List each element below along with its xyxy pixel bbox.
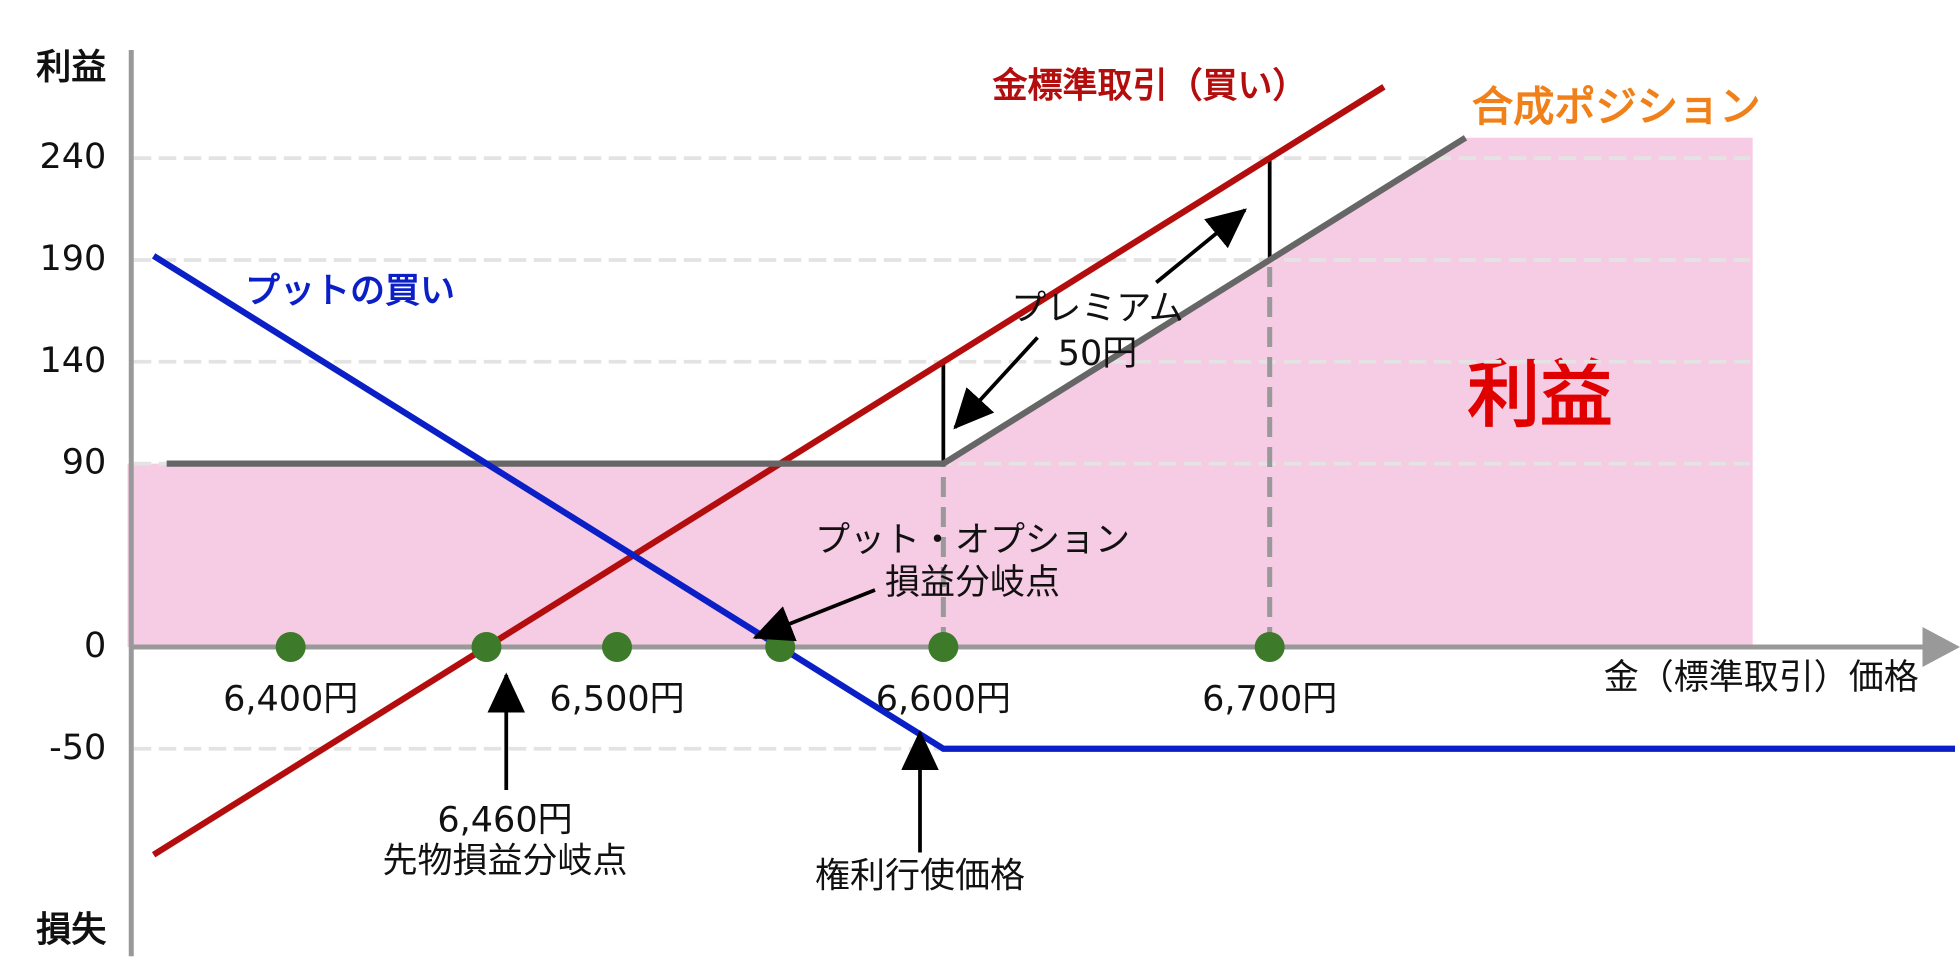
breakpoint-dot	[765, 631, 796, 662]
series-label: 金標準取引（買い）	[991, 66, 1307, 107]
arrow	[953, 336, 1039, 430]
arrow	[752, 588, 876, 642]
x-tick-label: 6,400円	[223, 680, 358, 720]
annotation: プレミアム	[1011, 289, 1184, 329]
breakpoint-dot	[471, 631, 502, 662]
annotation: 損益分岐点	[885, 563, 1060, 603]
y-label-bottom: 損失	[36, 910, 107, 950]
y-tick-label: 140	[39, 341, 106, 381]
y-tick-label: 90	[62, 443, 107, 483]
y-tick-label: 0	[84, 626, 106, 666]
annotations: プレミアム 50円 プット・オプション 損益分岐点 6,460円 先物損益分岐点…	[36, 48, 1919, 951]
breakpoint-dot	[602, 631, 633, 662]
annotation: 6,460円	[437, 800, 572, 840]
annotation: 先物損益分岐点	[382, 842, 627, 882]
y-label-top: 利益	[36, 48, 106, 88]
y-tick-label: 190	[39, 239, 106, 279]
x-axis-label: 金（標準取引）価格	[1604, 658, 1919, 698]
annotation: 権利行使価格	[815, 857, 1025, 897]
annotation: プット・オプション	[815, 520, 1130, 560]
series-label: プットの買い	[245, 272, 455, 312]
x-axis-arrow	[1922, 626, 1960, 667]
series-line	[166, 135, 1468, 467]
x-tick-label: 6,600円	[876, 680, 1011, 720]
foreground-layer: -50 0 90 140 190 240 6,400円 6,500円 6,600円 6,700円 金…	[39, 50, 1960, 957]
annotation: 50円	[1058, 334, 1138, 374]
breakpoint-dot	[928, 631, 959, 662]
breakpoint-dot	[275, 631, 306, 662]
series-label: 合成ポジション	[1472, 83, 1761, 131]
arrow	[1155, 208, 1247, 284]
x-tick-label: 6,500円	[549, 680, 684, 720]
series-line	[151, 253, 1955, 752]
y-tick-label: 240	[39, 137, 106, 177]
y-tick-label: -50	[49, 728, 106, 768]
area-label: 利益	[1468, 354, 1613, 438]
profit-area	[127, 137, 1753, 647]
series-line	[151, 84, 1386, 858]
breakpoint-dot	[1254, 631, 1285, 662]
x-tick-label: 6,700円	[1202, 680, 1337, 720]
